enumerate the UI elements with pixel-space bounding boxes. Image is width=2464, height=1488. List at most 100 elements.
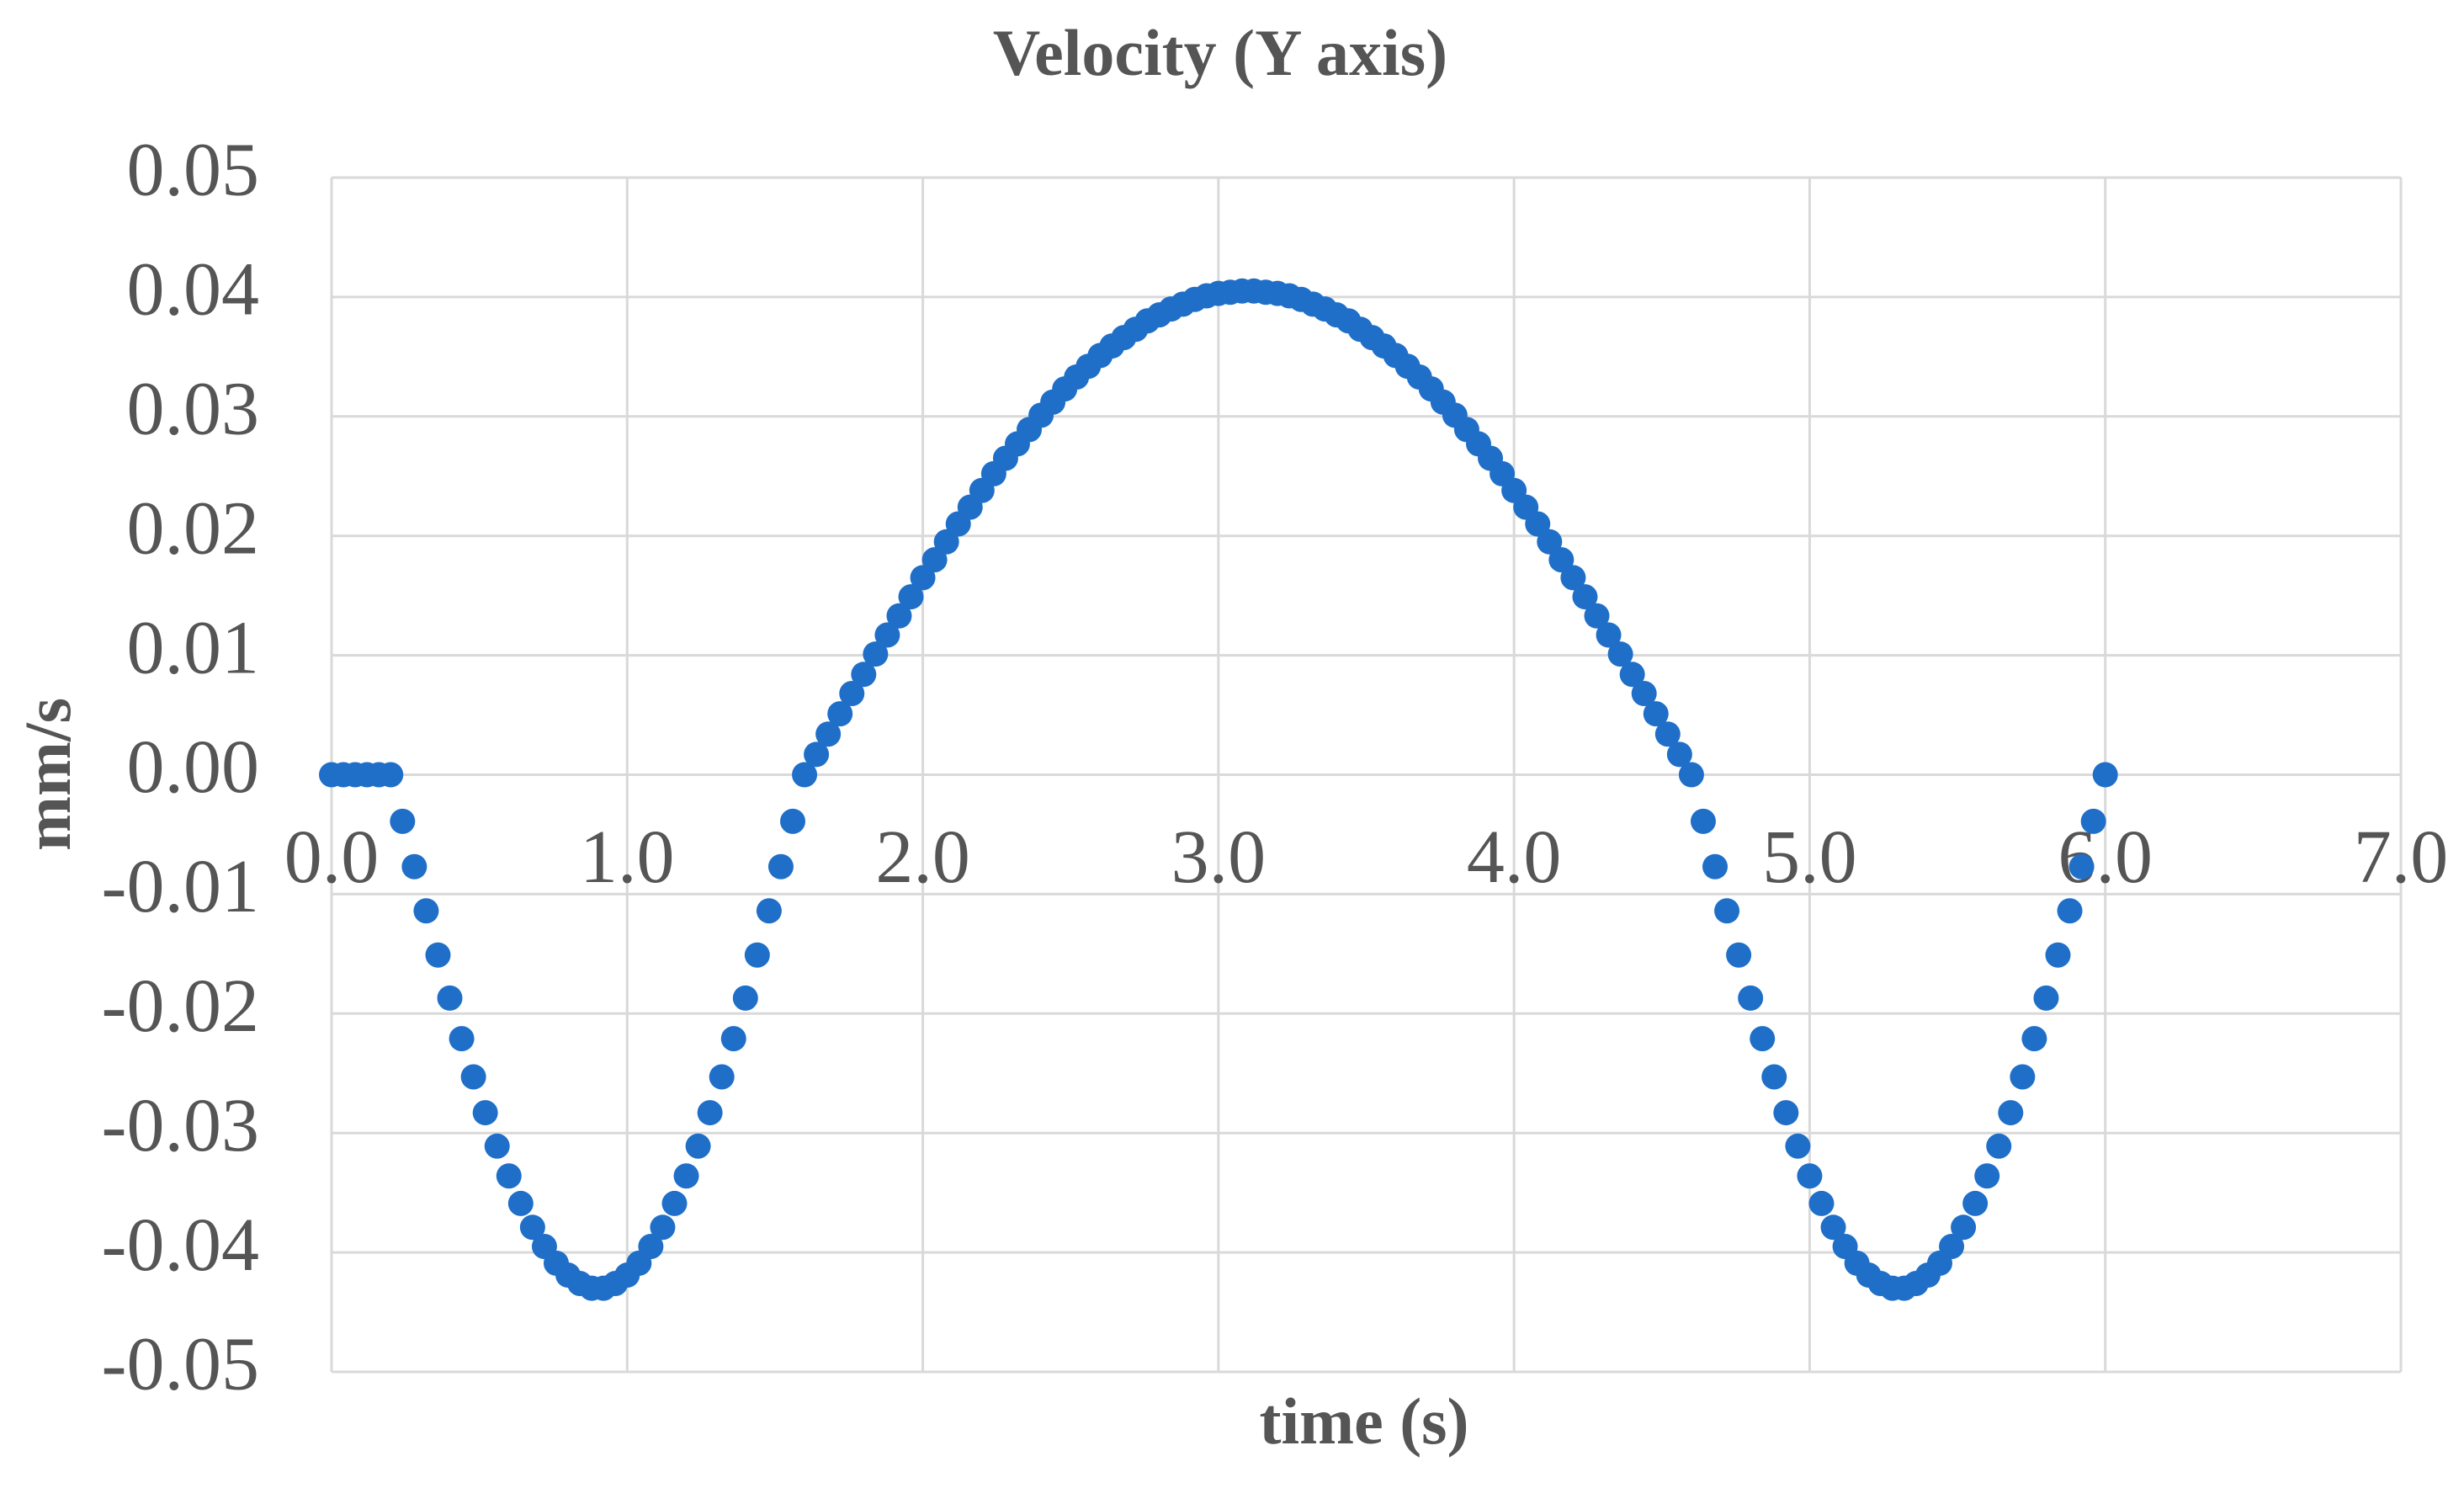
data-point xyxy=(1761,1064,1787,1090)
data-point xyxy=(519,1214,545,1241)
data-point xyxy=(1808,1190,1835,1216)
y-tick-label: 0.00 xyxy=(127,725,260,809)
data-point xyxy=(1643,701,1669,727)
data-point xyxy=(804,741,830,768)
data-point xyxy=(1773,1100,1799,1126)
x-tick-label: 4.0 xyxy=(1467,816,1562,899)
data-point xyxy=(1951,1214,1977,1241)
data-point xyxy=(720,1026,746,1052)
data-point xyxy=(1596,622,1622,648)
data-point xyxy=(1572,584,1598,610)
x-tick-label: 3.0 xyxy=(1171,816,1267,899)
x-tick-label: 5.0 xyxy=(1762,816,1857,899)
data-point xyxy=(1797,1163,1823,1189)
y-tick-label: 0.05 xyxy=(127,129,260,212)
x-tick-label: 2.0 xyxy=(875,816,970,899)
data-point xyxy=(756,898,782,924)
data-point xyxy=(1750,1026,1776,1052)
data-point xyxy=(1619,662,1645,688)
data-point xyxy=(1690,808,1716,834)
data-point xyxy=(437,985,463,1011)
data-point xyxy=(378,762,404,788)
chart-title: Velocity (Y axis) xyxy=(993,16,1447,89)
data-point xyxy=(472,1100,498,1126)
data-point xyxy=(744,942,770,968)
y-tick-label: 0.01 xyxy=(127,606,260,689)
data-point xyxy=(2068,853,2095,880)
data-point xyxy=(425,942,451,968)
data-point xyxy=(685,1133,711,1159)
y-tick-label: -0.02 xyxy=(102,965,259,1048)
data-point xyxy=(401,853,427,880)
y-tick-label: -0.01 xyxy=(102,845,259,928)
x-tick-label: 7.0 xyxy=(2354,816,2449,899)
y-axis-title: mm/s xyxy=(11,698,84,851)
data-point xyxy=(910,565,936,591)
data-point xyxy=(661,1190,688,1216)
data-point xyxy=(2080,808,2106,834)
data-point xyxy=(1986,1133,2012,1159)
x-axis-title: time (s) xyxy=(1259,1384,1468,1458)
y-tick-label: 0.04 xyxy=(127,248,260,332)
data-point xyxy=(460,1064,486,1090)
data-point xyxy=(650,1214,676,1241)
data-point xyxy=(709,1064,735,1090)
data-point xyxy=(1631,681,1657,707)
data-point xyxy=(2021,1026,2047,1052)
data-point xyxy=(1584,603,1610,629)
data-point xyxy=(792,762,818,788)
data-point xyxy=(1974,1163,2000,1189)
data-point xyxy=(638,1234,664,1260)
data-point xyxy=(697,1100,723,1126)
data-point xyxy=(1820,1214,1846,1241)
y-tick-label: -0.05 xyxy=(102,1323,259,1406)
data-point xyxy=(1998,1100,2024,1126)
x-tick-label: 6.0 xyxy=(2058,816,2153,899)
x-tick-label: 0.0 xyxy=(284,816,380,899)
data-point xyxy=(484,1133,510,1159)
data-point xyxy=(1666,741,1692,768)
y-tick-label: 0.03 xyxy=(127,367,260,450)
data-point xyxy=(1702,853,1729,880)
data-point xyxy=(390,808,416,834)
data-point xyxy=(815,721,842,747)
y-tick-label: -0.03 xyxy=(102,1084,259,1167)
data-point xyxy=(496,1163,522,1189)
data-point xyxy=(863,641,889,667)
data-point xyxy=(767,853,794,880)
data-point xyxy=(886,603,912,629)
x-tick-label: 1.0 xyxy=(580,816,675,899)
data-point xyxy=(1714,898,1740,924)
data-point xyxy=(2010,1064,2036,1090)
y-tick-label: 0.02 xyxy=(127,486,260,570)
data-point xyxy=(1525,511,1551,537)
data-point xyxy=(1785,1133,1811,1159)
data-point xyxy=(1548,547,1575,573)
data-point xyxy=(413,898,439,924)
data-point xyxy=(1607,641,1633,667)
data-point xyxy=(839,681,865,707)
data-point xyxy=(1738,985,1764,1011)
data-point xyxy=(732,985,758,1011)
data-point xyxy=(1939,1234,1965,1260)
data-point xyxy=(2045,942,2071,968)
data-point xyxy=(2057,898,2083,924)
data-point xyxy=(780,808,806,834)
data-point xyxy=(933,529,959,555)
data-point xyxy=(1678,762,1704,788)
data-point xyxy=(507,1190,534,1216)
data-point xyxy=(2033,985,2059,1011)
data-point xyxy=(1654,721,1681,747)
data-point xyxy=(921,547,948,573)
data-point xyxy=(1962,1190,1989,1216)
data-point xyxy=(449,1026,475,1052)
data-point xyxy=(1537,529,1563,555)
data-point xyxy=(874,622,900,648)
data-point xyxy=(898,584,924,610)
data-point xyxy=(2092,762,2118,788)
data-point xyxy=(1726,942,1752,968)
y-tick-label: -0.04 xyxy=(102,1204,259,1287)
